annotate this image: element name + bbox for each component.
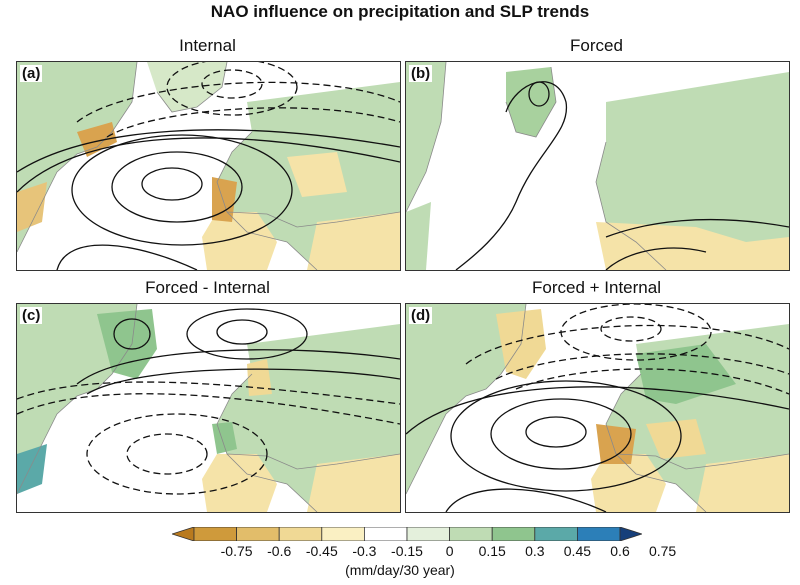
panel-a-svg [17,62,400,270]
colorbar-cell [576,527,621,541]
colorbar-tick-label: 0.6 [610,543,630,559]
colorbar-tick-label: 0 [445,543,454,559]
colorbar-cell [534,527,578,541]
figure-title: NAO influence on precipitation and SLP t… [210,2,590,21]
colorbar-tick-label: -0.45 [305,543,338,559]
panel-b-map: (b) [405,61,790,271]
colorbar-tick-label: -0.75 [220,543,253,559]
panel-b-label: (b) [409,65,433,82]
colorbar-tick-label: 0.75 [648,543,677,559]
panel-b-svg [406,62,789,270]
panel-c-svg [17,304,400,512]
land-masses [406,304,789,512]
colorbar-tick-label: -0.15 [391,543,423,559]
colorbar-units: (mm/day/30 year) [345,562,455,578]
colorbar-cell [278,527,323,541]
colorbar-tick-label: 0.15 [478,543,506,559]
slp-negative-contours [465,304,789,395]
panel-c-map: (c) [16,303,401,513]
panel-a-title: Internal [179,36,236,55]
coastlines [406,304,789,512]
colorbar-cell [321,527,365,541]
panel-d-map: (d) [405,303,790,513]
colorbar-cell [449,527,493,541]
slp-negative-contours [17,381,400,495]
panel-d-svg [406,304,789,512]
colorbar-cell [363,527,408,541]
panel-c-label: (c) [20,307,43,324]
slp-contours [455,81,789,270]
coastlines [17,304,400,512]
colorbar-tick-label: 0.3 [525,543,545,559]
panel-d-label: (d) [409,307,433,324]
panel-a-map: (a) [16,61,401,271]
colorbar-tick-label: -0.3 [352,543,377,559]
colorbar-extension-high [619,527,642,541]
slp-contours [406,380,789,512]
colorbar-tick-label: 0.45 [563,543,592,559]
colorbar [172,527,642,541]
panel-d-title: Forced + Internal [532,278,661,297]
panel-b-title: Forced [570,36,623,55]
slp-contours [76,308,400,395]
land-masses [406,62,789,270]
panel-c-title: Forced - Internal [145,278,270,297]
slp-contours [17,129,400,270]
colorbar-extension-low [172,527,195,541]
colorbar-cell [236,527,280,541]
land-masses [17,304,400,512]
colorbar-cell [406,527,450,541]
colorbar-tick-label: -0.6 [267,543,292,559]
land-masses [17,62,400,270]
colorbar-cell [491,527,536,541]
coastlines [17,62,400,270]
panel-a-label: (a) [20,65,43,82]
slp-negative-contours [76,62,400,138]
colorbar-cells [172,527,642,541]
colorbar-cell [193,527,237,541]
